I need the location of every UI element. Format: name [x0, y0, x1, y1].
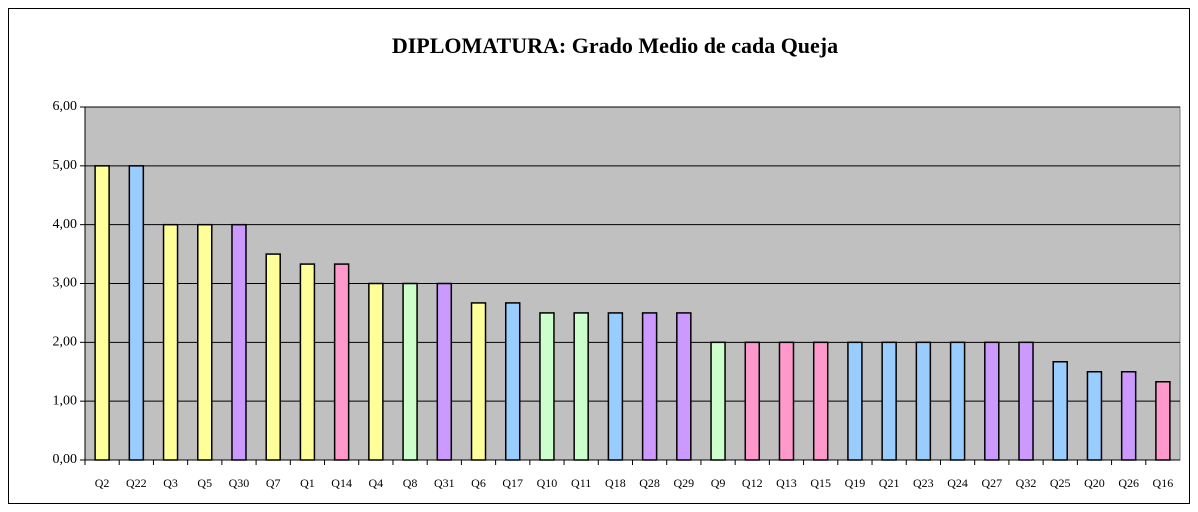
bar [402, 282, 418, 461]
x-tick-label: Q30 [229, 476, 250, 490]
x-tick-label: Q18 [605, 476, 626, 490]
bar [162, 223, 179, 461]
x-tick-label: Q31 [434, 476, 455, 490]
bar [812, 341, 829, 461]
bar [436, 282, 453, 461]
x-tick-label: Q23 [913, 476, 934, 490]
bar [607, 312, 624, 461]
bar [1018, 341, 1034, 461]
x-tick-label: Q5 [197, 476, 212, 490]
x-tick-label: Q2 [95, 476, 110, 490]
bar [676, 312, 692, 461]
bar [539, 312, 555, 461]
x-tick-label: Q9 [711, 476, 726, 490]
x-tick-label: Q26 [1118, 476, 1139, 490]
x-tick-label: Q7 [266, 476, 281, 490]
bar [984, 341, 1000, 461]
x-tick-label: Q28 [639, 476, 660, 490]
bar [299, 263, 316, 461]
bar [94, 165, 110, 461]
bar [641, 312, 658, 461]
bar [881, 341, 897, 461]
bar [1086, 371, 1103, 461]
x-tick-label: Q24 [947, 476, 968, 490]
x-tick-label: Q32 [1016, 476, 1037, 490]
bar [197, 223, 213, 461]
x-tick-label: Q17 [502, 476, 523, 490]
bar [470, 302, 487, 461]
x-tick-label: Q12 [742, 476, 763, 490]
bar [504, 302, 521, 461]
y-tick-label: 2,00 [53, 335, 78, 350]
bar [231, 223, 247, 461]
bar [368, 282, 384, 461]
y-tick-label: 5,00 [53, 158, 78, 173]
x-tick-label: Q1 [300, 476, 315, 490]
x-tick-label: Q29 [673, 476, 694, 490]
x-tick-label: Q15 [810, 476, 831, 490]
y-tick-label: 0,00 [53, 452, 78, 467]
bar [1052, 360, 1068, 461]
x-tick-label: Q19 [845, 476, 866, 490]
chart-title: DIPLOMATURA: Grado Medio de cada Queja [392, 33, 838, 58]
bar [573, 312, 589, 461]
x-tick-label: Q6 [471, 476, 486, 490]
bar [744, 341, 761, 461]
x-tick-label: Q27 [981, 476, 1002, 490]
bar [915, 341, 932, 461]
x-tick-label: Q10 [537, 476, 558, 490]
bar [949, 341, 966, 461]
y-tick-label: 1,00 [53, 393, 78, 408]
x-tick-label: Q25 [1050, 476, 1071, 490]
bar [778, 341, 795, 461]
bar [710, 341, 726, 461]
x-tick-label: Q3 [163, 476, 178, 490]
x-tick-label: Q20 [1084, 476, 1105, 490]
x-tick-label: Q13 [776, 476, 797, 490]
x-tick-label: Q22 [126, 476, 147, 490]
x-tick-label: Q4 [369, 476, 384, 490]
bar [128, 165, 145, 461]
bar [333, 263, 350, 461]
bar [265, 253, 281, 461]
y-tick-label: 3,00 [53, 276, 78, 291]
x-tick-label: Q8 [403, 476, 418, 490]
x-tick-label: Q11 [571, 476, 591, 490]
y-tick-label: 6,00 [53, 99, 78, 114]
bar [847, 341, 863, 461]
x-tick-label: Q16 [1153, 476, 1174, 490]
bar [1155, 381, 1171, 461]
bar [1120, 371, 1137, 461]
x-tick-label: Q21 [879, 476, 900, 490]
x-tick-label: Q14 [331, 476, 352, 490]
y-tick-label: 4,00 [53, 217, 78, 232]
